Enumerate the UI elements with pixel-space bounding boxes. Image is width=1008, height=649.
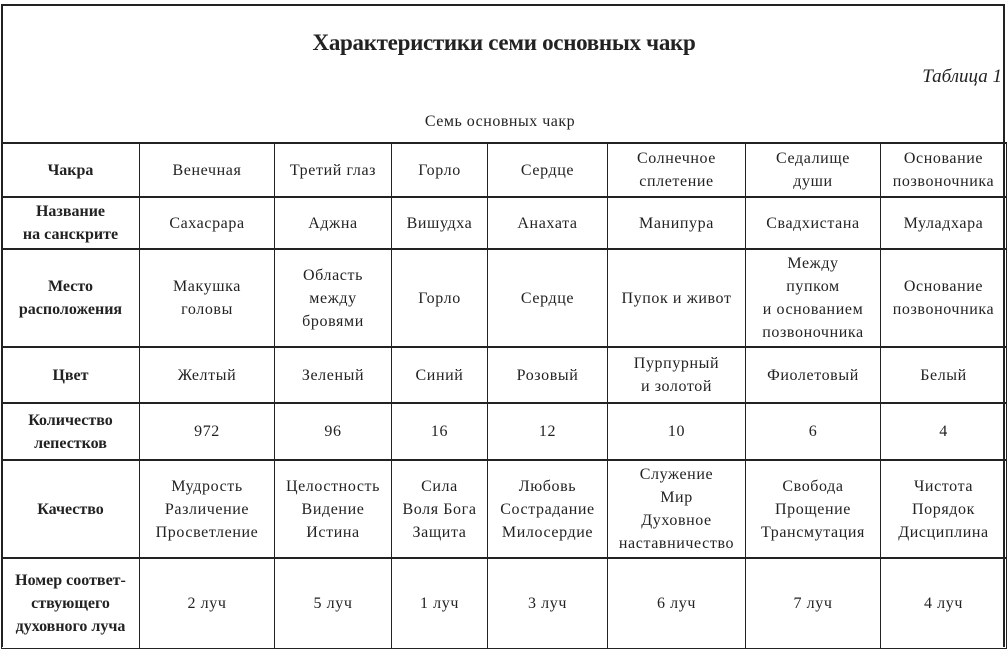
table-cell: Вишудха xyxy=(391,196,488,250)
table-number: Таблица 1 xyxy=(922,66,1002,87)
table-cell: 7 луч xyxy=(745,557,881,649)
table-caption: Семь основных чакр xyxy=(424,113,576,130)
table-cell: Сахасрара xyxy=(139,196,275,250)
table-cell: Горло xyxy=(391,248,488,348)
table-cell: 6 xyxy=(745,402,881,461)
table-cell: 3 луч xyxy=(487,557,608,649)
table-cell: Область между бровями xyxy=(274,248,392,348)
table-cell: 4 xyxy=(880,402,1007,461)
table-cell: Венечная xyxy=(139,142,275,198)
table-cell: Сердце xyxy=(487,248,608,348)
table-cell: 12 xyxy=(487,402,608,461)
table-cell: Розовый xyxy=(487,346,608,404)
table-cell: Муладхара xyxy=(880,196,1007,250)
table-row-color: Цвет Желтый Зеленый Синий Розовый Пурпурный и… xyxy=(1,346,1007,404)
table-cell: 2 луч xyxy=(139,557,275,649)
table-cell: 16 xyxy=(391,402,488,461)
table-cell: Любовь Сострадание Милосердие xyxy=(487,459,608,559)
table-cell: Макушка головы xyxy=(139,248,275,348)
table-cell: Пупок и живот xyxy=(607,248,746,348)
table-cell: Седалище души xyxy=(745,142,881,198)
table-cell: Желтый xyxy=(139,346,275,404)
table-cell: Служение Мир Духовное наставничество xyxy=(607,459,746,559)
table-cell: 10 xyxy=(607,402,746,461)
row-header: Количество лепестков xyxy=(1,402,140,461)
table-cell: Целостность Видение Истина xyxy=(274,459,392,559)
table-cell: Третий глаз xyxy=(274,142,392,198)
table-row-chakra: Чакра Венечная Третий глаз Горло Сердце Солне… xyxy=(1,142,1007,198)
table-cell: Горло xyxy=(391,142,488,198)
table-cell: Сердце xyxy=(487,142,608,198)
table-cell: Фиолетовый xyxy=(745,346,881,404)
row-header: Цвет xyxy=(1,346,140,404)
table-cell: Анахата xyxy=(487,196,608,250)
table-cell: 96 xyxy=(274,402,392,461)
table-row-quality: Качество Мудрость Различение Просветление… xyxy=(1,459,1007,559)
chakra-table: Чакра Венечная Третий глаз Горло Сердце Солне… xyxy=(1,142,1007,649)
table-cell: Мудрость Различение Просветление xyxy=(139,459,275,559)
row-header: Номер соответ- ствующего духовного луча xyxy=(1,557,140,649)
row-header: Название на санскрите xyxy=(1,196,140,250)
row-header: Место расположения xyxy=(1,248,140,348)
table-cell: Свобода Прощение Трансмутация xyxy=(745,459,881,559)
table-cell: Свадхистана xyxy=(745,196,881,250)
table-cell: Основание позвоночника xyxy=(880,142,1007,198)
table-cell: 4 луч xyxy=(880,557,1007,649)
row-header: Качество xyxy=(1,459,140,559)
table-cell: Солнечное сплетение xyxy=(607,142,746,198)
table-cell: Зеленый xyxy=(274,346,392,404)
table-row-petal-count: Количество лепестков 972 96 16 12 10 6 4 xyxy=(1,402,1007,461)
table-cell: 6 луч xyxy=(607,557,746,649)
table-cell: Манипура xyxy=(607,196,746,250)
table-cell: Чистота Порядок Дисциплина xyxy=(880,459,1007,559)
table-cell: Сила Воля Бога Защита xyxy=(391,459,488,559)
table-row-sanskrit-name: Название на санскрите Сахасрара Аджна Вишуд… xyxy=(1,196,1007,250)
table-cell: Белый xyxy=(880,346,1007,404)
table-cell: 1 луч xyxy=(391,557,488,649)
table-cell: 972 xyxy=(139,402,275,461)
table-cell: Пурпурный и золотой xyxy=(607,346,746,404)
row-header: Чакра xyxy=(1,142,140,198)
table-cell: Основание позвоночника xyxy=(880,248,1007,348)
table-cell: Между пупком и основанием позвоночника xyxy=(745,248,881,348)
table-cell: Синий xyxy=(391,346,488,404)
table-cell: 5 луч xyxy=(274,557,392,649)
page-title: Характеристики семи основных чакр xyxy=(312,30,696,55)
table-cell: Аджна xyxy=(274,196,392,250)
table-row-ray-number: Номер соответ- ствующего духовного луча 2… xyxy=(1,557,1007,649)
table-row-location: Место расположения Макушка головы Область … xyxy=(1,248,1007,348)
